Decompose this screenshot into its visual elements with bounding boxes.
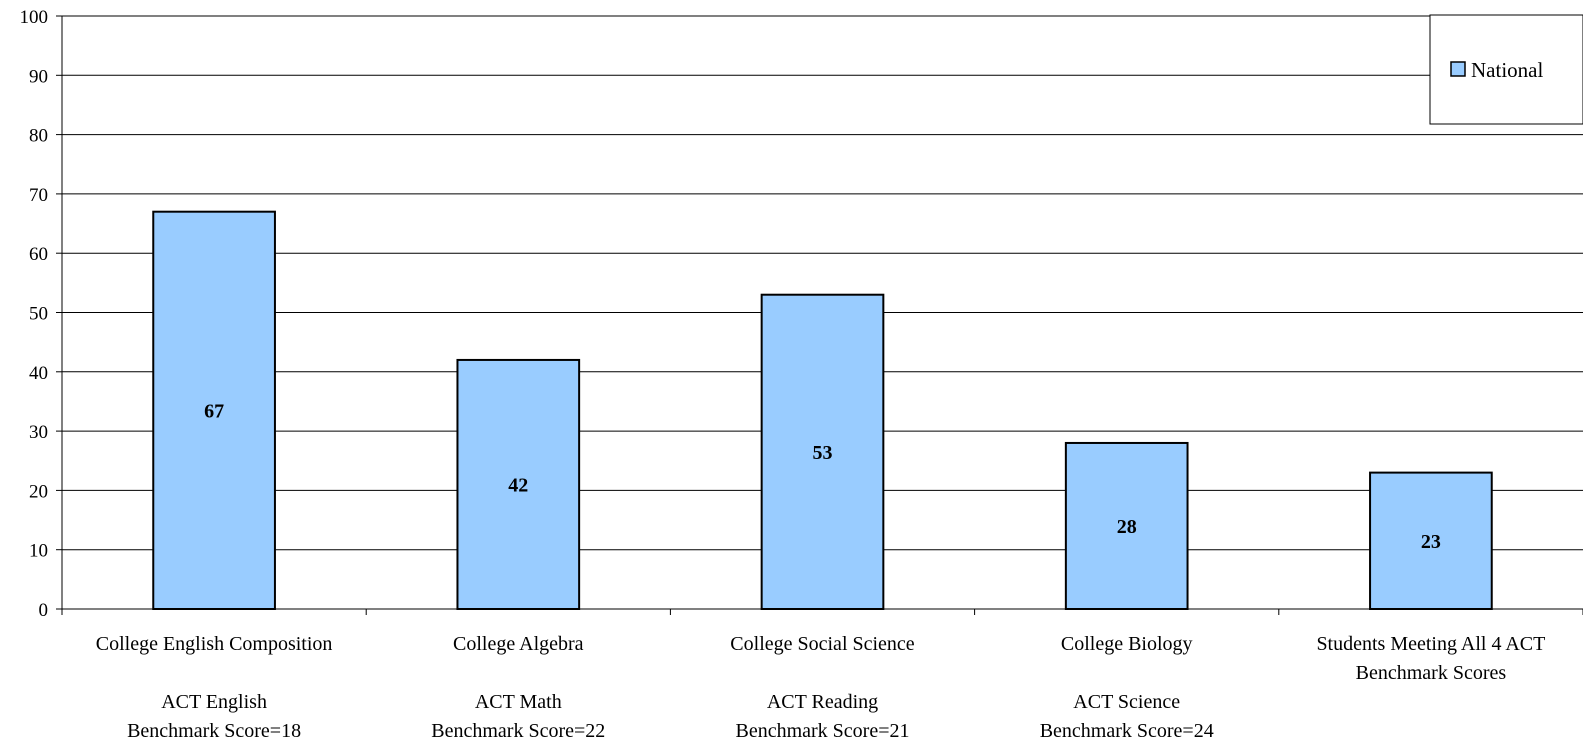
x-category-label: Benchmark Score=18 bbox=[127, 720, 301, 741]
legend: National bbox=[1429, 14, 1583, 125]
x-category-label: Benchmark Score=21 bbox=[735, 720, 909, 741]
y-tick-label: 20 bbox=[29, 481, 48, 502]
y-tick-label: 10 bbox=[29, 541, 48, 562]
y-tick-labels: 0 10 20 30 40 50 60 70 80 90 100 bbox=[20, 7, 49, 621]
y-tick-label: 70 bbox=[29, 185, 48, 206]
x-category-label: Benchmark Score=22 bbox=[431, 720, 605, 741]
x-category-label: College Algebra bbox=[453, 633, 584, 655]
legend-swatch bbox=[1450, 61, 1466, 77]
data-label: 53 bbox=[813, 442, 833, 464]
data-label: 67 bbox=[204, 400, 224, 422]
bar bbox=[1064, 441, 1189, 610]
y-tick-label: 30 bbox=[29, 422, 48, 443]
data-label: 28 bbox=[1117, 516, 1137, 538]
x-category-label: Students Meeting All 4 ACT bbox=[1316, 633, 1545, 655]
data-label: 42 bbox=[508, 474, 528, 496]
x-category-label: Benchmark Score=24 bbox=[1040, 720, 1214, 741]
y-tick-label: 40 bbox=[29, 363, 48, 384]
x-category-label: ACT English bbox=[161, 691, 267, 713]
y-tick-label: 80 bbox=[29, 126, 48, 147]
data-label: 23 bbox=[1421, 531, 1441, 553]
bar bbox=[1369, 471, 1493, 610]
x-category-label: College Biology bbox=[1061, 633, 1193, 655]
x-category-label: ACT Reading bbox=[767, 691, 878, 713]
y-tick-label: 50 bbox=[29, 304, 48, 325]
x-category-label: Benchmark Scores bbox=[1356, 662, 1507, 684]
x-category-labels: College English Composition ACT English Be… bbox=[96, 633, 1546, 741]
y-tick-label: 0 bbox=[39, 600, 49, 621]
legend-label: National bbox=[1471, 58, 1543, 82]
axes bbox=[56, 15, 1583, 615]
x-category-label: College English Composition bbox=[96, 633, 333, 655]
y-tick-label: 90 bbox=[29, 66, 48, 87]
data-labels: 67 42 53 28 23 bbox=[204, 400, 1441, 552]
x-category-label: ACT Math bbox=[475, 691, 562, 713]
y-tick-label: 60 bbox=[29, 244, 48, 265]
bar bbox=[152, 210, 276, 610]
y-tick-label: 100 bbox=[20, 7, 49, 28]
x-category-label: ACT Science bbox=[1073, 691, 1180, 713]
x-category-label: College Social Science bbox=[730, 633, 915, 655]
bar bbox=[456, 358, 581, 610]
